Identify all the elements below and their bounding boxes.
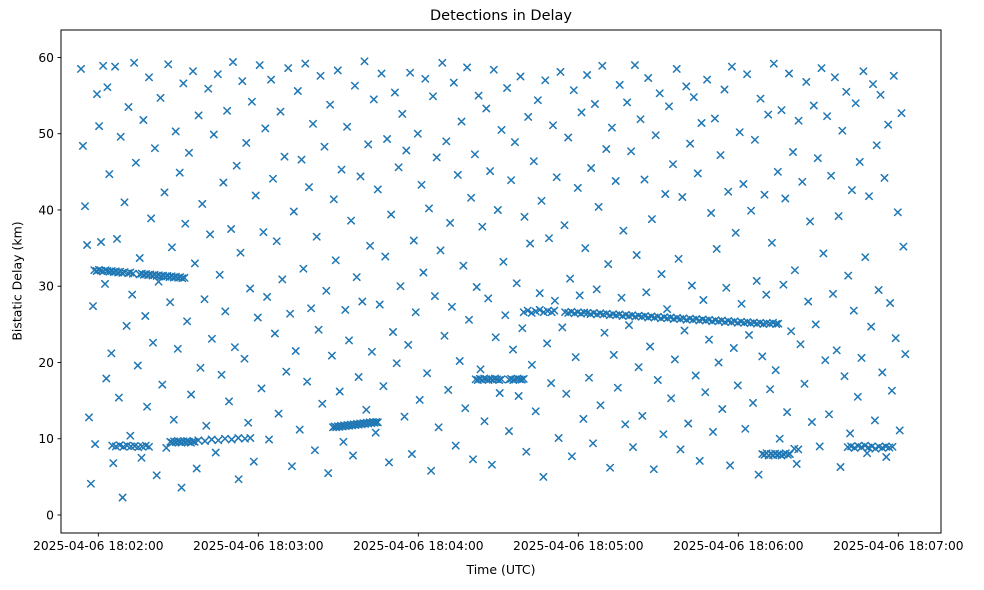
x-tick-label: 2025-04-06 18:07:00 [833, 539, 964, 553]
x-tick-label: 2025-04-06 18:06:00 [673, 539, 804, 553]
y-tick-label: 50 [38, 127, 54, 141]
x-tick-label: 2025-04-06 18:05:00 [513, 539, 644, 553]
chart-title: Detections in Delay [429, 8, 572, 24]
y-tick-label: 20 [38, 356, 54, 370]
x-tick-label: 2025-04-06 18:02:00 [33, 539, 164, 553]
y-tick-label: 10 [38, 432, 54, 446]
x-axis-label: Time (UTC) [466, 562, 536, 577]
scatter-points [77, 57, 910, 502]
x-tick-label: 2025-04-06 18:04:00 [353, 539, 484, 553]
x-tick-label: 2025-04-06 18:03:00 [193, 539, 324, 553]
y-tick-label: 0 [46, 508, 54, 522]
y-tick-label: 30 [38, 280, 54, 294]
axes-frame [60, 29, 942, 534]
y-tick-label: 40 [38, 203, 54, 217]
y-tick-label: 60 [38, 51, 54, 65]
